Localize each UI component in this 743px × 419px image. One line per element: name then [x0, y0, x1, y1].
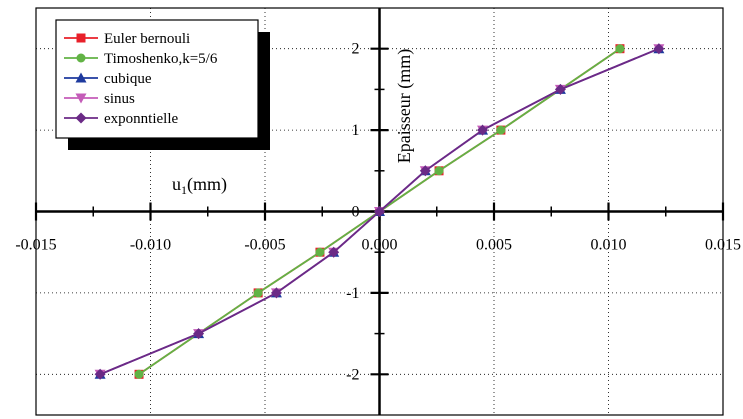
y-axis-title: Epaisseur (mm): [394, 49, 415, 163]
series-1-point-4: [434, 166, 444, 176]
x-axis-title-sub: 1: [181, 183, 187, 197]
series-1-point-0: [134, 369, 144, 379]
legend-items: Euler bernouli Timoshenko,k=5/6 cubique sin…: [64, 31, 218, 127]
legend: Euler bernouli Timoshenko,k=5/6 cubique sin…: [55, 19, 270, 150]
x-axis-title-unit: (mm): [187, 174, 227, 195]
series-4-point-6: [477, 124, 489, 136]
y-tick-label-2: 0: [352, 204, 360, 221]
series-1-point-5: [496, 125, 506, 135]
series-4-point-1: [193, 328, 205, 340]
x-tick-label-3: 0.000: [362, 237, 398, 254]
x-tick-label-6: 0.015: [705, 237, 741, 254]
legend-label-1: Timoshenko,k=5/6: [104, 51, 218, 67]
series-1-point-1: [253, 288, 263, 298]
x-tick-label-4: 0.005: [476, 237, 512, 254]
x-tick-label-5: 0.010: [591, 237, 627, 254]
x-axis-title: u1(mm): [172, 174, 227, 197]
legend-marker-0: [76, 33, 86, 43]
legend-marker-2: [75, 72, 87, 83]
legend-label-3: sinus: [104, 91, 135, 107]
series-4-point-2: [270, 287, 282, 299]
legend-label-4: exponntielle: [104, 111, 178, 127]
y-axis-ticks: -2 -1 0 1 2: [346, 41, 389, 383]
series-4-point-3: [328, 246, 340, 258]
series-4-point-5: [419, 165, 431, 177]
x-tick-label-0: -0.015: [15, 237, 56, 254]
legend-marker-4: [75, 112, 87, 124]
series-1-point-6: [615, 44, 625, 54]
y-tick-label-1: -1: [346, 285, 359, 302]
x-axis-title-main: u: [172, 174, 181, 194]
series-4-point-0: [94, 368, 106, 380]
x-axis-ticks: -0.015 -0.010 -0.005 0.000 0.005 0.010 0.015: [15, 202, 741, 254]
y-tick-label-3: 1: [352, 122, 360, 139]
series-1-point-2: [315, 247, 325, 257]
legend-label-0: Euler bernouli: [104, 31, 190, 47]
series-4-point-8: [653, 43, 665, 55]
legend-label-2: cubique: [104, 71, 152, 87]
x-tick-label-1: -0.010: [130, 237, 171, 254]
legend-marker-3: [75, 93, 87, 104]
x-tick-label-2: -0.005: [244, 237, 285, 254]
y-tick-label-4: 2: [352, 41, 360, 58]
series-layer: [94, 43, 665, 380]
y-tick-label-0: -2: [346, 366, 359, 383]
series-4: [94, 43, 665, 380]
legend-marker-1: [76, 53, 86, 63]
series-4-point-7: [554, 83, 566, 95]
series-4-point-4: [374, 206, 385, 217]
